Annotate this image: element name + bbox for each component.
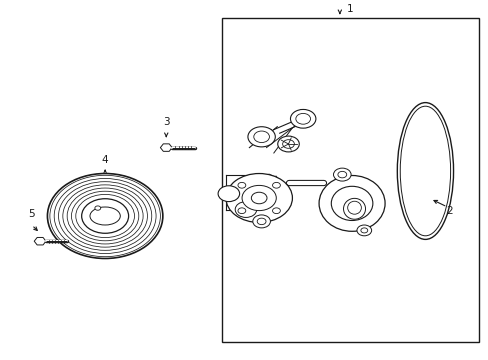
Circle shape	[218, 186, 239, 202]
Text: 5: 5	[28, 209, 35, 219]
Circle shape	[290, 109, 315, 128]
Circle shape	[242, 185, 276, 211]
Text: 2: 2	[446, 206, 452, 216]
Text: 1: 1	[346, 4, 352, 14]
Circle shape	[295, 113, 310, 124]
Circle shape	[247, 127, 275, 147]
Ellipse shape	[347, 201, 361, 214]
Circle shape	[277, 136, 299, 152]
Circle shape	[238, 208, 245, 213]
Circle shape	[360, 228, 367, 233]
Circle shape	[333, 168, 350, 181]
Circle shape	[257, 218, 265, 225]
Circle shape	[282, 140, 294, 148]
Circle shape	[238, 183, 245, 188]
Ellipse shape	[90, 207, 120, 225]
Circle shape	[356, 225, 371, 236]
Circle shape	[272, 183, 280, 188]
Ellipse shape	[330, 186, 372, 220]
Circle shape	[272, 208, 280, 213]
Ellipse shape	[343, 198, 365, 219]
Circle shape	[253, 131, 269, 143]
Circle shape	[251, 192, 266, 204]
Ellipse shape	[318, 176, 384, 231]
Text: 3: 3	[163, 117, 169, 127]
Circle shape	[225, 174, 292, 222]
Text: 4: 4	[102, 155, 108, 165]
Circle shape	[46, 173, 163, 259]
Polygon shape	[34, 238, 46, 245]
Bar	[222, 18, 478, 342]
Circle shape	[81, 199, 128, 233]
Polygon shape	[160, 144, 172, 151]
Circle shape	[252, 215, 270, 228]
Circle shape	[337, 171, 346, 178]
Circle shape	[235, 202, 256, 217]
Circle shape	[95, 206, 101, 210]
